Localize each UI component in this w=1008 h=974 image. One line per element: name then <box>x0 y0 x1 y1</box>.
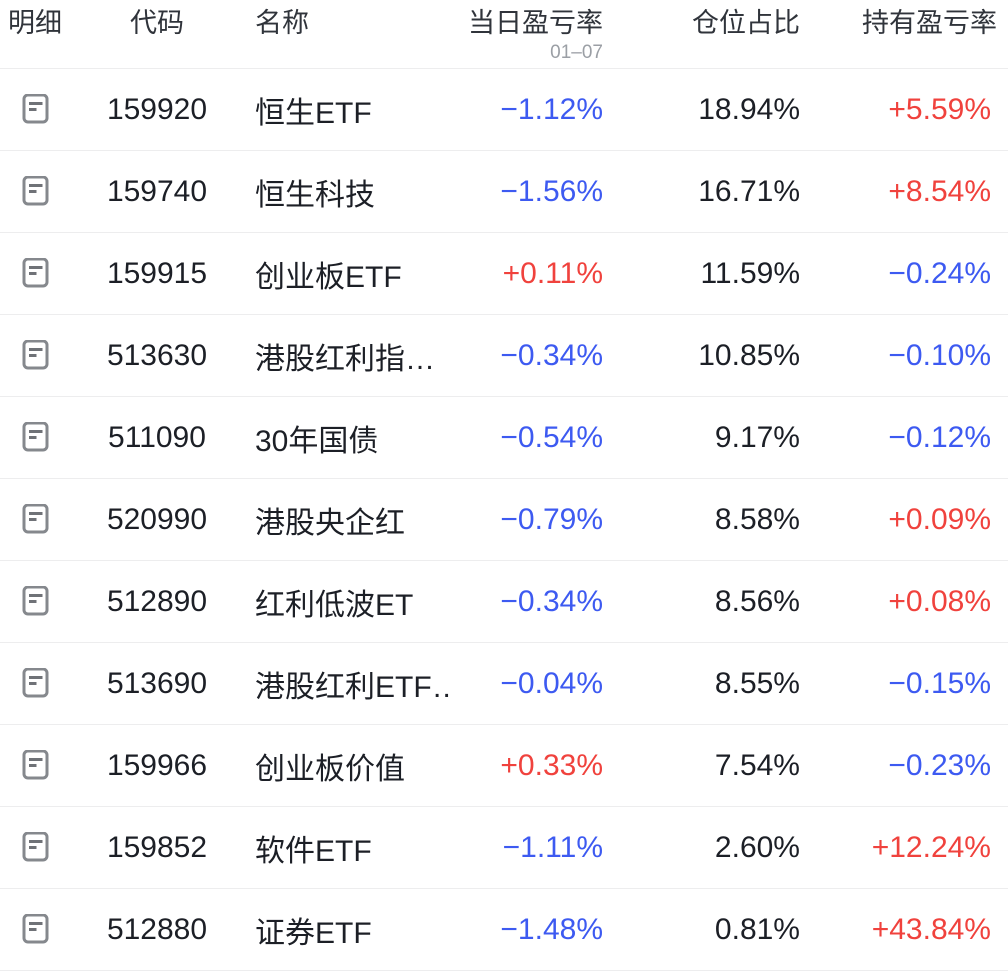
document-lines-icon <box>22 93 49 126</box>
position-value: 0.81% <box>714 912 800 946</box>
position-value: 18.94% <box>698 92 800 126</box>
holding-pl-value: +0.09% <box>888 502 991 536</box>
document-lines-icon <box>22 667 49 700</box>
daily-pl-value: +0.11% <box>502 256 603 290</box>
fund-name: 港股央企红 <box>255 506 405 540</box>
daily-pl-value: +0.33% <box>500 748 603 782</box>
holding-row[interactable]: 159852 软件ETF −1.11% 2.60% +12.24% <box>0 807 1008 889</box>
holding-row[interactable]: 159740 恒生科技 −1.56% 16.71% +8.54% <box>0 151 1008 233</box>
detail-button[interactable] <box>21 503 49 536</box>
holding-row[interactable]: 159966 创业板价值 +0.33% 7.54% −0.23% <box>0 725 1008 807</box>
fund-name: 港股红利指… <box>255 342 435 376</box>
holding-pl-value: +43.84% <box>871 912 991 946</box>
column-header-position: 仓位占比 <box>692 8 800 38</box>
fund-name: 软件ETF <box>255 834 372 868</box>
holding-row[interactable]: 520990 港股央企红 −0.79% 8.58% +0.09% <box>0 479 1008 561</box>
holdings-table-header: 明细 代码 名称 当日盈亏率 01–07 仓位占比 持有盈亏率 <box>0 0 1008 69</box>
daily-pl-value: −1.11% <box>502 830 603 864</box>
detail-button[interactable] <box>21 667 49 700</box>
detail-button[interactable] <box>21 175 49 208</box>
fund-name: 创业板ETF <box>255 260 402 294</box>
fund-code: 159966 <box>106 748 208 782</box>
position-value: 16.71% <box>698 174 800 208</box>
holdings-table-body: 159920 恒生ETF −1.12% 18.94% +5.59% 159740… <box>0 69 1008 971</box>
daily-pl-value: −1.12% <box>500 92 603 126</box>
fund-name: 港股红利ETF… <box>255 670 450 704</box>
document-lines-icon <box>22 831 49 864</box>
holding-pl-value: +12.24% <box>871 830 991 864</box>
daily-pl-value: −0.04% <box>500 666 603 700</box>
holding-row[interactable]: 512890 红利低波ET −0.34% 8.56% +0.08% <box>0 561 1008 643</box>
position-value: 8.58% <box>714 502 800 536</box>
document-lines-icon <box>22 421 49 454</box>
fund-code: 512880 <box>106 912 208 946</box>
fund-name: 恒生ETF <box>255 96 372 130</box>
fund-code: 159740 <box>106 174 208 208</box>
holding-row[interactable]: 159920 恒生ETF −1.12% 18.94% +5.59% <box>0 69 1008 151</box>
document-lines-icon <box>22 257 49 290</box>
fund-code: 159852 <box>106 830 208 864</box>
fund-name: 红利低波ET <box>255 588 414 622</box>
holding-pl-value: −0.24% <box>888 256 991 290</box>
detail-button[interactable] <box>21 749 49 782</box>
position-value: 8.55% <box>714 666 800 700</box>
detail-button[interactable] <box>21 913 49 946</box>
position-value: 10.85% <box>698 338 800 372</box>
position-value: 8.56% <box>714 584 800 618</box>
detail-button[interactable] <box>21 831 49 864</box>
fund-name: 恒生科技 <box>255 178 375 212</box>
holding-pl-value: −0.23% <box>888 748 991 782</box>
daily-pl-value: −0.34% <box>500 584 603 618</box>
position-value: 11.59% <box>700 256 800 290</box>
fund-code: 511090 <box>108 420 206 454</box>
column-header-daily-pl: 当日盈亏率 01–07 <box>450 9 603 63</box>
holding-row[interactable]: 159915 创业板ETF +0.11% 11.59% −0.24% <box>0 233 1008 315</box>
column-header-daily-pl-label: 当日盈亏率 <box>468 8 603 38</box>
fund-code: 159915 <box>106 256 208 290</box>
daily-pl-value: −0.34% <box>500 338 603 372</box>
fund-code: 512890 <box>106 584 208 618</box>
daily-pl-value: −1.56% <box>500 174 603 208</box>
holding-row[interactable]: 511090 30年国债 −0.54% 9.17% −0.12% <box>0 397 1008 479</box>
holding-pl-value: +8.54% <box>888 174 991 208</box>
holding-pl-value: +0.08% <box>888 584 991 618</box>
document-lines-icon <box>22 175 49 208</box>
holding-pl-value: −0.12% <box>888 420 991 454</box>
fund-name: 证券ETF <box>255 916 372 950</box>
daily-pl-value: −0.54% <box>500 420 603 454</box>
document-lines-icon <box>22 503 49 536</box>
document-lines-icon <box>22 585 49 618</box>
daily-pl-value: −0.79% <box>500 502 603 536</box>
detail-button[interactable] <box>21 585 49 618</box>
fund-code: 159920 <box>106 92 208 126</box>
detail-button[interactable] <box>21 257 49 290</box>
holding-row[interactable]: 513630 港股红利指… −0.34% 10.85% −0.10% <box>0 315 1008 397</box>
holding-pl-value: −0.15% <box>888 666 991 700</box>
holding-pl-value: −0.10% <box>888 338 991 372</box>
column-header-code: 代码 <box>130 8 184 38</box>
fund-code: 513690 <box>106 666 208 700</box>
position-value: 7.54% <box>714 748 800 782</box>
detail-button[interactable] <box>21 421 49 454</box>
holding-pl-value: +5.59% <box>888 92 991 126</box>
column-header-name: 名称 <box>255 8 309 38</box>
detail-button[interactable] <box>21 93 49 126</box>
position-value: 9.17% <box>714 420 800 454</box>
column-header-daily-pl-date-range: 01–07 <box>550 42 603 63</box>
fund-name: 创业板价值 <box>255 752 405 786</box>
position-value: 2.60% <box>714 830 800 864</box>
column-header-holding-pl: 持有盈亏率 <box>862 8 997 38</box>
document-lines-icon <box>22 913 49 946</box>
column-header-detail: 明细 <box>8 8 62 38</box>
document-lines-icon <box>22 749 49 782</box>
document-lines-icon <box>22 339 49 372</box>
fund-code: 513630 <box>106 338 208 372</box>
holding-row[interactable]: 513690 港股红利ETF… −0.04% 8.55% −0.15% <box>0 643 1008 725</box>
holding-row[interactable]: 512880 证券ETF −1.48% 0.81% +43.84% <box>0 889 1008 971</box>
detail-button[interactable] <box>21 339 49 372</box>
fund-name: 30年国债 <box>255 424 379 458</box>
daily-pl-value: −1.48% <box>500 912 603 946</box>
fund-code: 520990 <box>106 502 208 536</box>
